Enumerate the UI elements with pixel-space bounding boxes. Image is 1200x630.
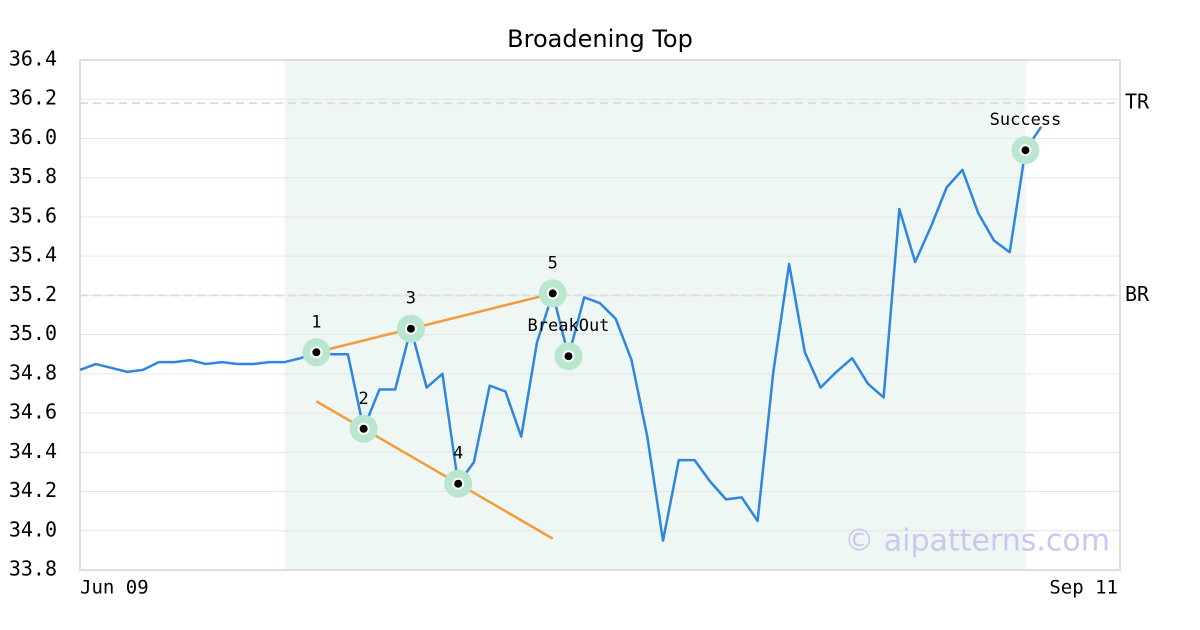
point-marker bbox=[404, 322, 417, 335]
chart-title: Broadening Top bbox=[507, 25, 693, 53]
y-tick-label: 34.0 bbox=[9, 517, 57, 541]
level-label: BR bbox=[1125, 282, 1150, 306]
plot-frame bbox=[79, 59, 1121, 571]
y-tick-label: 35.0 bbox=[9, 321, 57, 345]
y-tick-label: 35.6 bbox=[9, 203, 57, 227]
y-tick-label: 36.2 bbox=[9, 86, 57, 110]
point-marker bbox=[546, 287, 559, 300]
y-tick-label: 36.0 bbox=[9, 125, 57, 149]
point-label: Success bbox=[990, 110, 1062, 130]
point-marker bbox=[310, 346, 323, 359]
y-tick-label: 35.8 bbox=[9, 164, 57, 188]
point-label: 1 bbox=[311, 312, 321, 332]
y-tick-label: 35.2 bbox=[9, 282, 57, 306]
point-label: 5 bbox=[548, 253, 558, 273]
trend-line bbox=[316, 292, 554, 354]
point-marker bbox=[562, 350, 575, 363]
point-marker bbox=[452, 477, 465, 490]
point-label: 3 bbox=[406, 289, 416, 309]
point-marker bbox=[357, 422, 370, 435]
y-tick-label: 35.4 bbox=[9, 243, 57, 267]
y-tick-label: 34.4 bbox=[9, 439, 57, 463]
x-tick-label: Jun 09 bbox=[80, 577, 149, 599]
point-label: BreakOut bbox=[528, 316, 610, 336]
watermark: © aipatterns.com bbox=[844, 524, 1110, 559]
point-label: 2 bbox=[359, 389, 369, 409]
point-marker bbox=[1019, 144, 1032, 157]
y-tick-label: 33.8 bbox=[9, 557, 57, 581]
level-label: TR bbox=[1125, 90, 1150, 114]
y-tick-label: 36.4 bbox=[9, 47, 57, 71]
price-line bbox=[79, 125, 1043, 542]
y-tick-label: 34.6 bbox=[9, 400, 57, 424]
point-label: 4 bbox=[453, 444, 463, 464]
x-tick-label: Sep 11 bbox=[1049, 577, 1118, 599]
y-tick-label: 34.8 bbox=[9, 360, 57, 384]
y-tick-label: 34.2 bbox=[9, 478, 57, 502]
